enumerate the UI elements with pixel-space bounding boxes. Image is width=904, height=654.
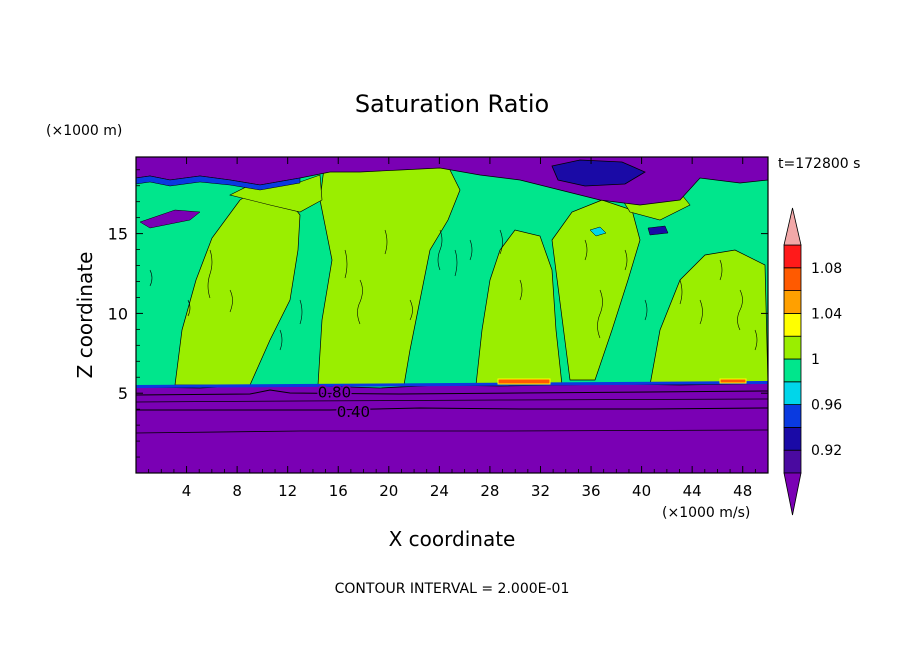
colorbar-swatch [783,335,802,360]
colorbar-tick-label: 1.04 [811,306,842,322]
colorbar-swatch [783,312,802,337]
colorbar-tick-label: 0.96 [811,398,842,414]
colorbar-tick-label: 1 [811,352,820,368]
colorbar-swatch [783,267,802,291]
lime-column-mid [475,229,563,386]
x-tick-label: 44 [683,482,702,500]
x-tick-label: 12 [278,482,297,500]
colorbar-swatch [783,290,802,314]
colorbar-tick-label: 1.08 [811,261,842,277]
x-tick-label: 8 [232,482,242,500]
x-tick-label: 16 [329,482,348,500]
dry-streak-left [139,209,201,229]
x-axis-label: X coordinate [389,527,516,551]
contour-field [136,157,768,473]
contour-label: 0.80 [318,384,351,402]
dry-streak-right [647,225,669,236]
y-units-label: (×1000 m) [46,123,122,139]
contour-interval-label: CONTOUR INTERVAL = 2.000E-01 [335,581,570,597]
colorbar-swatch [783,449,802,474]
y-tick-label: 15 [108,225,128,244]
chart-title: Saturation Ratio [355,90,549,118]
y-tick-label: 5 [118,384,128,403]
upper-dry-band-edge [136,175,301,191]
x-tick-label: 4 [182,482,192,500]
y-tick-label: 10 [108,304,128,323]
speckle-contours [149,229,758,351]
upper-dry-lens [551,159,646,187]
red-spot-center [497,378,551,385]
red-spot-right [719,378,747,384]
colorbar: 0.92 0.96 1 1.04 1.08 [783,207,842,516]
colorbar-swatch [783,244,802,269]
colorbar-swatch [783,426,802,451]
x-tick-label: 20 [379,482,398,500]
y-axis-label: Z coordinate [73,252,97,379]
contour-line-040 [136,407,768,411]
x-units-label: (×1000 m/s) [662,505,750,521]
colorbar-swatch [783,381,802,405]
x-tick-label: 28 [480,482,499,500]
lower-layer-edge [136,381,768,388]
lime-column-right [551,199,641,381]
lime-column-center [317,159,461,386]
dry-streak-mid [589,226,607,237]
colorbar-under-arrow [783,472,802,516]
x-tick-label: 32 [531,482,550,500]
contour-label: 0.40 [337,403,370,421]
contour-labels: 0.800.40 [316,382,371,422]
x-tick-label: 40 [632,482,651,500]
colorbar-swatch [783,404,802,428]
x-axis: 4 8 12 16 20 24 28 32 36 40 44 48 [148,157,756,500]
x-tick-label: 36 [581,482,600,500]
time-label: t=172800 s [778,156,860,172]
y-axis: 5 10 15 [108,169,768,458]
lower-dry-layer [136,382,768,473]
colorbar-swatch [783,358,802,383]
contour-line-060 [136,398,768,403]
colorbar-tick-label: 0.92 [811,443,842,459]
contour-line-080 [136,389,768,396]
contour-line-020 [136,429,768,434]
colorbar-over-arrow [783,207,802,246]
x-tick-label: 48 [733,482,752,500]
x-tick-label: 24 [430,482,449,500]
